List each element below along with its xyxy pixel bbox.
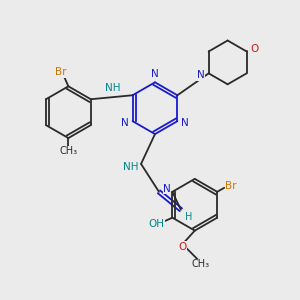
Text: CH₃: CH₃ — [59, 146, 77, 156]
Text: N: N — [197, 70, 205, 80]
Text: Br: Br — [55, 68, 66, 77]
Text: H: H — [185, 212, 193, 222]
Text: OH: OH — [148, 219, 164, 229]
Text: N: N — [151, 69, 159, 80]
Text: NH: NH — [105, 83, 120, 93]
Text: O: O — [179, 242, 187, 252]
Text: NH: NH — [123, 162, 139, 172]
Text: N: N — [163, 184, 171, 194]
Text: CH₃: CH₃ — [192, 260, 210, 269]
Text: Br: Br — [225, 181, 237, 191]
Text: N: N — [121, 118, 128, 128]
Text: N: N — [182, 118, 189, 128]
Text: O: O — [250, 44, 259, 55]
